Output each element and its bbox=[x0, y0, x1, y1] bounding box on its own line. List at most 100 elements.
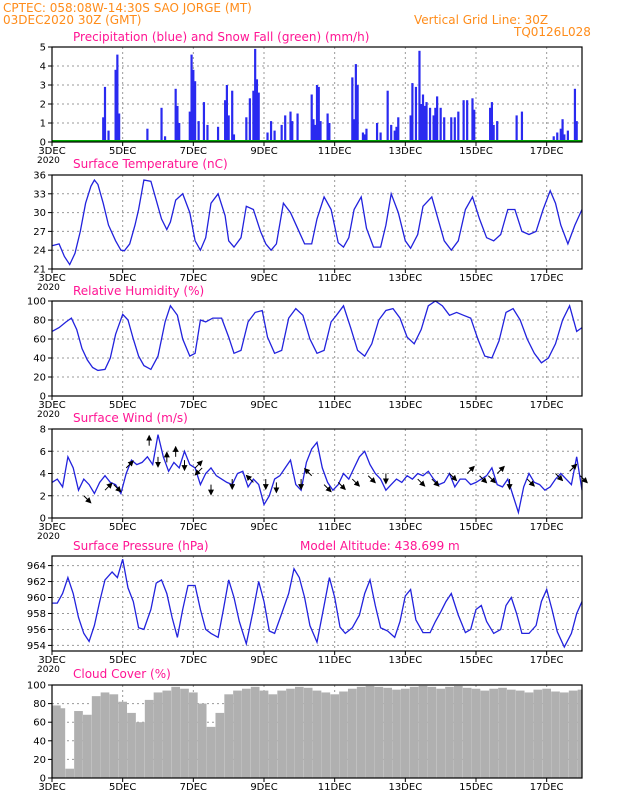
precip-bar bbox=[423, 105, 426, 142]
precip-bar bbox=[489, 107, 492, 142]
wind-year-label: 2020 bbox=[37, 532, 60, 542]
cloud-bar bbox=[453, 685, 463, 778]
cloud-bar bbox=[52, 705, 61, 778]
precip-bar bbox=[231, 90, 234, 142]
humidity-ytick-label: 20 bbox=[33, 373, 46, 384]
cloud-bar bbox=[418, 685, 428, 778]
precip-bar bbox=[314, 124, 317, 142]
wind-vector-arrow bbox=[496, 465, 505, 474]
temperature-ytick-label: 33 bbox=[33, 189, 46, 200]
pressure-ytick-label: 962 bbox=[27, 577, 46, 588]
wind-xtick-label: 5DEC bbox=[109, 522, 136, 533]
cloud-bar bbox=[339, 691, 348, 778]
pressure-xtick-label: 7DEC bbox=[180, 655, 207, 666]
humidity-xtick-label: 7DEC bbox=[180, 400, 207, 411]
precip-xtick-label: 15DEC bbox=[459, 146, 493, 157]
precip-bar bbox=[418, 50, 421, 142]
temperature-frame bbox=[51, 174, 583, 270]
precip-bar bbox=[273, 130, 276, 142]
wind-vector-arrow bbox=[337, 482, 346, 491]
wind-vector-arrow bbox=[417, 478, 426, 487]
wind-ytick-label: 4 bbox=[40, 469, 46, 480]
pressure-xtick-label: 11DEC bbox=[318, 655, 352, 666]
cloud-xtick-label: 5DEC bbox=[109, 782, 136, 793]
precip-xtick-label: 7DEC bbox=[180, 146, 207, 157]
precip-bar bbox=[395, 126, 398, 142]
precip-bar bbox=[515, 115, 518, 142]
precip-ytick-label: 1 bbox=[40, 119, 46, 130]
wind-ytick-label: 8 bbox=[40, 425, 46, 436]
cloud-bar bbox=[188, 692, 198, 778]
cloud-bar bbox=[365, 685, 375, 778]
temperature-xtick-label: 11DEC bbox=[318, 273, 352, 284]
humidity-xtick-label: 17DEC bbox=[530, 400, 564, 411]
wind-vector-arrow bbox=[431, 478, 440, 487]
pressure-ytick-label: 960 bbox=[27, 593, 46, 604]
cloud-bar bbox=[224, 694, 234, 778]
precip-bar bbox=[291, 121, 294, 142]
precip-bar bbox=[296, 113, 299, 142]
precip-bar bbox=[496, 121, 499, 142]
precip-bar bbox=[326, 113, 329, 142]
pressure-frame bbox=[51, 555, 583, 652]
humidity-frame bbox=[51, 300, 583, 397]
precip-bar bbox=[556, 132, 559, 142]
precip-bar bbox=[411, 83, 414, 142]
cloud-bar bbox=[109, 694, 119, 778]
temperature-ytick-label: 24 bbox=[33, 246, 46, 257]
precip-bar bbox=[289, 111, 292, 142]
precip-bar bbox=[363, 134, 366, 142]
precip-ytick-label: 3 bbox=[40, 81, 46, 92]
precip-bar bbox=[375, 123, 379, 142]
precip-year-label: 2020 bbox=[37, 156, 60, 166]
cloud-bar bbox=[498, 687, 507, 778]
precip-bar bbox=[216, 126, 220, 142]
humidity-xtick-label: 15DEC bbox=[459, 400, 493, 411]
precip-bar bbox=[176, 105, 179, 142]
pressure-ytick-label: 956 bbox=[27, 625, 46, 636]
precip-bar bbox=[361, 132, 365, 142]
pressure-ytick-label: 958 bbox=[27, 609, 46, 620]
precip-bar bbox=[280, 124, 283, 142]
precip-bar bbox=[409, 115, 412, 142]
pressure-xtick-label: 3DEC bbox=[38, 655, 65, 666]
wind-xtick-label: 13DEC bbox=[388, 522, 422, 533]
cloud-bar bbox=[118, 701, 128, 778]
precip-bar bbox=[328, 123, 331, 142]
cloud-bar bbox=[233, 690, 242, 778]
cloud-bar bbox=[259, 690, 269, 778]
precip-bar bbox=[420, 104, 423, 142]
wind-vector-arrow bbox=[125, 460, 134, 469]
station-line: CPTEC: 058:08W-14:30S SAO JORGE (MT) bbox=[3, 1, 252, 15]
wind-vector-arrow bbox=[569, 463, 578, 472]
cloud-xtick-label: 15DEC bbox=[459, 782, 493, 793]
pressure-xtick-label: 5DEC bbox=[109, 655, 136, 666]
precip-bar bbox=[393, 130, 396, 142]
precip-bar bbox=[414, 86, 418, 142]
wind-vector-arrow bbox=[83, 495, 92, 504]
cloud-bar bbox=[471, 688, 481, 778]
precip-bar bbox=[552, 136, 555, 142]
temperature-xtick-label: 3DEC bbox=[38, 273, 65, 284]
precip-bar bbox=[428, 107, 432, 142]
cloud-bar bbox=[409, 686, 419, 778]
precip-bar bbox=[178, 123, 181, 142]
grid-note: Vertical Grid Line: 30Z bbox=[414, 13, 549, 27]
precip-bar bbox=[266, 132, 269, 142]
cloud-bar bbox=[100, 692, 110, 778]
cloud-bar bbox=[374, 686, 384, 778]
precip-bar bbox=[202, 102, 206, 142]
precip-bar bbox=[563, 134, 566, 142]
temperature-title: Surface Temperature (nC) bbox=[73, 157, 228, 171]
temperature-xtick-label: 17DEC bbox=[530, 273, 564, 284]
cloud-bar bbox=[180, 688, 189, 778]
cloud-bar bbox=[277, 690, 287, 778]
cloud-bar bbox=[82, 714, 92, 778]
cloud-bar bbox=[462, 687, 472, 778]
pressure-annotation: Model Altitude: 438.699 m bbox=[300, 539, 460, 553]
precip-bar bbox=[443, 117, 446, 142]
humidity-year-label: 2020 bbox=[37, 410, 60, 420]
precip-bar bbox=[206, 124, 209, 142]
precip-bar bbox=[163, 136, 167, 142]
pressure-xtick-label: 15DEC bbox=[459, 655, 493, 666]
